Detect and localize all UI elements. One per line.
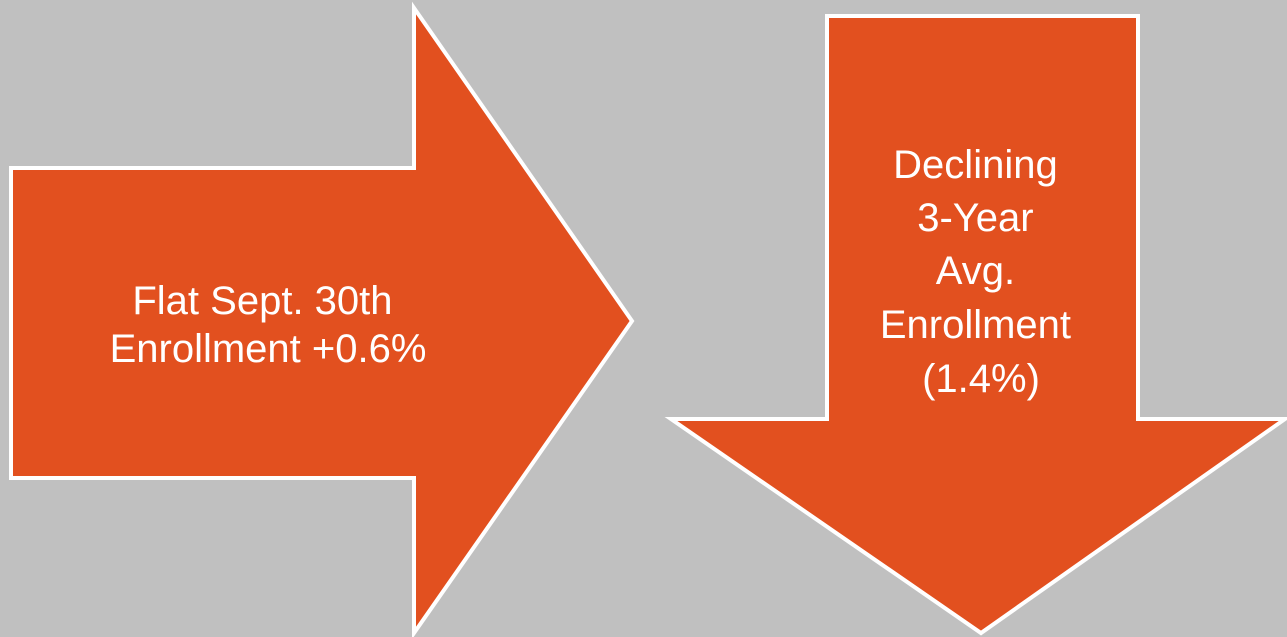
arrow-right-icon: [9, 1, 635, 637]
down-arrow-label-line-4: Enrollment: [880, 303, 1071, 347]
right-arrow-label-line-1: Flat Sept. 30th: [132, 279, 392, 323]
down-arrow-label-line-5: (1.4%): [922, 357, 1040, 401]
arrow-down-icon: [664, 14, 1287, 636]
down-arrow-label-line-3: Avg.: [936, 249, 1015, 293]
right-arrow-label: Flat Sept. 30th Enrollment +0.6%: [110, 279, 427, 371]
down-arrow: Declining 3-Year Avg. Enrollment (1.4%): [664, 14, 1287, 636]
right-arrow-label-line-2: Enrollment +0.6%: [110, 327, 427, 371]
right-arrow: Flat Sept. 30th Enrollment +0.6%: [9, 1, 635, 637]
down-arrow-label-line-2: 3-Year: [917, 196, 1033, 240]
down-arrow-label-line-1: Declining: [893, 143, 1058, 187]
down-arrow-label: Declining 3-Year Avg. Enrollment (1.4%): [880, 143, 1082, 401]
